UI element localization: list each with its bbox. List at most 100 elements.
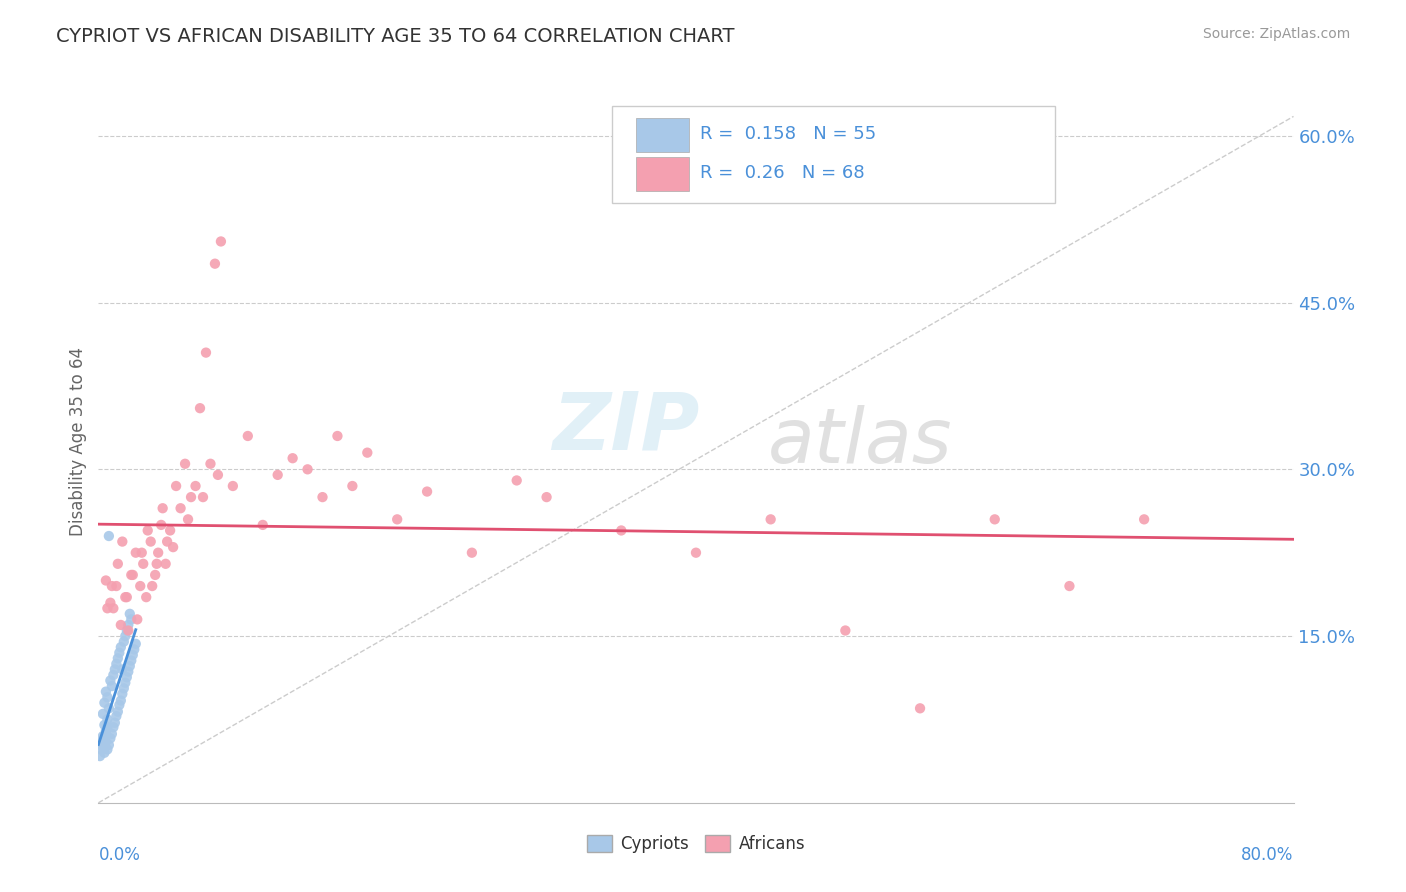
Point — [132, 557, 155, 571]
Point — [1059, 579, 1081, 593]
Point — [93, 718, 115, 732]
Point — [125, 637, 148, 651]
Point — [97, 738, 120, 752]
Point — [103, 601, 125, 615]
Text: ZIP: ZIP — [553, 388, 700, 467]
Point — [148, 546, 170, 560]
Point — [117, 618, 139, 632]
Point — [127, 612, 149, 626]
Point — [125, 546, 148, 560]
Point — [107, 557, 129, 571]
Text: 80.0%: 80.0% — [1241, 847, 1294, 864]
Point — [105, 579, 128, 593]
Point — [143, 568, 166, 582]
Point — [117, 665, 139, 679]
Point — [110, 693, 132, 707]
Text: Source: ZipAtlas.com: Source: ZipAtlas.com — [1202, 27, 1350, 41]
Point — [112, 681, 135, 696]
Point — [156, 534, 179, 549]
Point — [96, 742, 118, 756]
Point — [177, 512, 200, 526]
Point — [685, 546, 707, 560]
Point — [110, 640, 132, 655]
Legend: Cypriots, Africans: Cypriots, Africans — [579, 828, 813, 860]
FancyBboxPatch shape — [637, 118, 689, 152]
Point — [114, 590, 136, 604]
Point — [101, 727, 124, 741]
Point — [209, 235, 232, 249]
Text: R =  0.158   N = 55: R = 0.158 N = 55 — [700, 126, 876, 144]
Point — [104, 715, 127, 730]
FancyBboxPatch shape — [613, 105, 1054, 203]
Point — [111, 687, 134, 701]
Point — [98, 731, 122, 746]
Point — [174, 457, 197, 471]
Point — [108, 698, 131, 712]
Point — [984, 512, 1007, 526]
Point — [107, 705, 129, 719]
Point — [115, 590, 138, 604]
Point — [204, 257, 226, 271]
Point — [135, 590, 157, 604]
Point — [1133, 512, 1156, 526]
Point — [281, 451, 304, 466]
Point — [297, 462, 319, 476]
Point — [180, 490, 202, 504]
Point — [90, 742, 112, 756]
Point — [110, 618, 132, 632]
Point — [94, 734, 117, 748]
Point — [191, 490, 214, 504]
Point — [114, 629, 136, 643]
Point — [200, 457, 222, 471]
Point — [118, 659, 141, 673]
Point — [90, 734, 112, 748]
Text: atlas: atlas — [768, 405, 952, 478]
Point — [104, 662, 127, 676]
Point — [89, 749, 111, 764]
Point — [91, 738, 114, 752]
Point — [94, 727, 117, 741]
Point — [107, 651, 129, 665]
Point — [207, 467, 229, 482]
Point — [101, 679, 124, 693]
Point — [114, 675, 136, 690]
Point — [98, 596, 122, 610]
Point — [93, 746, 115, 760]
Point — [91, 740, 114, 755]
Point — [252, 517, 274, 532]
Point — [195, 345, 218, 359]
FancyBboxPatch shape — [637, 157, 689, 191]
Point — [91, 706, 114, 721]
Point — [267, 467, 290, 482]
Point — [120, 653, 142, 667]
Point — [236, 429, 259, 443]
Point — [188, 401, 211, 416]
Text: CYPRIOT VS AFRICAN DISABILITY AGE 35 TO 64 CORRELATION CHART: CYPRIOT VS AFRICAN DISABILITY AGE 35 TO … — [56, 27, 735, 45]
Point — [121, 568, 143, 582]
Point — [152, 501, 174, 516]
Point — [124, 642, 146, 657]
Point — [115, 624, 138, 638]
Point — [416, 484, 439, 499]
Point — [222, 479, 245, 493]
Point — [356, 445, 378, 459]
Point — [115, 670, 138, 684]
Point — [150, 517, 173, 532]
Point — [155, 557, 177, 571]
Point — [326, 429, 349, 443]
Point — [96, 601, 118, 615]
Point — [94, 574, 117, 588]
Point — [342, 479, 364, 493]
Point — [117, 624, 139, 638]
Text: R =  0.26   N = 68: R = 0.26 N = 68 — [700, 164, 865, 182]
Point — [94, 723, 117, 738]
Point — [103, 720, 125, 734]
Point — [112, 634, 135, 648]
Point — [141, 579, 163, 593]
Point — [759, 512, 782, 526]
Point — [111, 662, 134, 676]
Point — [93, 696, 115, 710]
Point — [98, 673, 122, 688]
Point — [91, 729, 114, 743]
Point — [118, 607, 141, 621]
